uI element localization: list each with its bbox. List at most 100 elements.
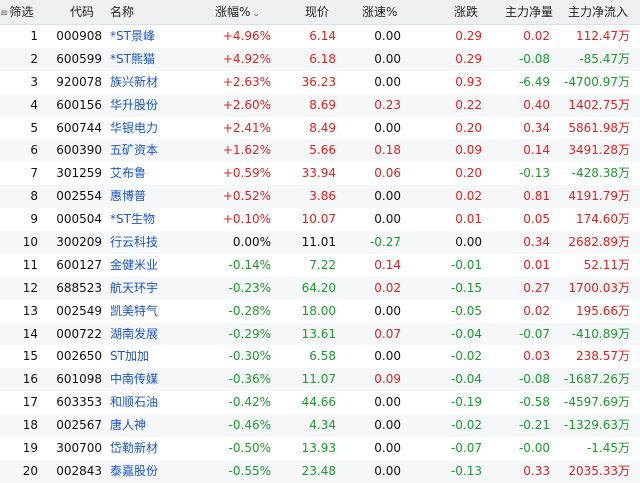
stock-name-link[interactable]: 泰嘉股份	[110, 463, 159, 478]
table-row[interactable]: 3 920078 族兴新材 +2.63% 36.23 0.00 0.93 -6.49 -4700…	[0, 71, 640, 94]
stock-code: 002843	[56, 463, 102, 478]
stock-name-link[interactable]: 中南传媒	[110, 372, 159, 387]
stock-name-link[interactable]: 唐人神	[110, 418, 147, 433]
column-header-name[interactable]: 名称	[110, 5, 135, 19]
main-inflow-value: 2035.33万	[568, 463, 630, 478]
stock-name-link[interactable]: 族兴新材	[110, 74, 159, 89]
table-row[interactable]: 5 600744 华银电力 +2.41% 8.49 0.00 0.20 0.34 5861.98…	[0, 117, 640, 140]
row-index: 3	[30, 74, 38, 89]
table-row[interactable]: 15 002650 ST加加 -0.30% 6.58 0.00 -0.02 0.03 238.5…	[0, 345, 640, 368]
main-inflow-value: -4700.97万	[564, 74, 630, 89]
change-pct-value: +0.52%	[222, 189, 271, 204]
filter-label: 筛选	[9, 5, 34, 19]
table-row[interactable]: 2 600599 *ST熊猫 +4.92% 6.18 0.00 0.29 -0.08 -85.4…	[0, 47, 640, 71]
speed-value: 0.00	[374, 303, 401, 318]
column-header-main-net[interactable]: 主力净量	[505, 5, 554, 19]
change-pct-value: +2.63%	[222, 74, 271, 89]
main-net-value: 0.03	[523, 349, 550, 364]
stock-name-link[interactable]: 行云科技	[110, 235, 159, 250]
stock-code: 600127	[56, 257, 102, 272]
table-row[interactable]: 10 300209 行云科技 0.00% 11.01 -0.27 0.00 0.34 2682.…	[0, 231, 640, 254]
stock-name-link[interactable]: *ST景峰	[110, 29, 155, 43]
change-value: -0.04	[450, 326, 482, 341]
change-pct-value: +0.10%	[222, 212, 271, 227]
column-header-speed[interactable]: 涨速%	[362, 5, 398, 19]
main-net-value: -0.07	[518, 326, 550, 341]
table-row[interactable]: 13 002549 凯美特气 -0.28% 18.00 0.00 -0.05 0.02 195.…	[0, 300, 640, 323]
stock-name-link[interactable]: 华银电力	[110, 120, 159, 135]
table-row[interactable]: 12 688523 航天环宇 -0.23% 64.20 0.02 -0.15 0.27 1700…	[0, 276, 640, 300]
row-index: 6	[30, 143, 38, 158]
stock-code: 600156	[56, 97, 102, 112]
stock-name-link[interactable]: 岱勒新材	[110, 441, 159, 456]
table-row[interactable]: 16 601098 中南传媒 -0.36% 11.07 0.09 -0.04 -0.08 -16…	[0, 368, 640, 392]
change-pct-value: -0.42%	[228, 395, 271, 410]
stock-name-link[interactable]: *ST熊猫	[110, 51, 155, 66]
row-index: 9	[30, 212, 38, 227]
main-net-value: -0.21	[518, 418, 550, 433]
main-inflow-value: 5861.98万	[568, 120, 630, 135]
stock-name-link[interactable]: 金健米业	[110, 257, 159, 272]
stock-code: 301259	[56, 166, 102, 181]
column-header-change[interactable]: 涨跌	[454, 5, 479, 19]
speed-value: 0.00	[374, 120, 401, 135]
price-value: 10.07	[301, 212, 336, 227]
table-row[interactable]: 19 300700 岱勒新材 -0.50% 13.93 0.00 -0.07 -0.00 -1.…	[0, 437, 640, 460]
stock-code: 000722	[56, 326, 102, 341]
change-pct-value: -0.14%	[228, 257, 271, 272]
stock-name-link[interactable]: 航天环宇	[110, 280, 159, 295]
table-row[interactable]: 1 000908 *ST景峰 +4.96% 6.14 0.00 0.29 0.02 112.47…	[0, 25, 640, 48]
table-row[interactable]: 6 600390 五矿资本 +1.62% 5.66 0.18 0.09 0.14 3491.28…	[0, 139, 640, 163]
column-header-change-pct[interactable]: 涨幅% ⌄	[215, 0, 265, 24]
table-row[interactable]: 7 301259 艾布鲁 +0.59% 33.94 0.06 0.20 -0.13 -428.3…	[0, 162, 640, 185]
stock-name-link[interactable]: 和顺石油	[110, 395, 159, 410]
change-pct-value: 0.00%	[232, 235, 271, 250]
change-pct-value: -0.50%	[228, 441, 271, 456]
main-net-value: -0.58	[518, 395, 550, 410]
column-header-price[interactable]: 现价	[305, 5, 330, 19]
stock-code: 600390	[56, 143, 102, 158]
table-row[interactable]: 11 600127 金健米业 -0.14% 7.22 0.14 -0.01 0.01 52.11…	[0, 254, 640, 277]
speed-value: 0.18	[374, 143, 401, 158]
table-row[interactable]: 18 002567 唐人神 -0.46% 4.34 0.00 -0.02 -0.21 -1329…	[0, 414, 640, 438]
stock-name-link[interactable]: *ST生物	[110, 212, 155, 227]
change-value: 0.29	[455, 29, 482, 43]
change-pct-value: -0.36%	[228, 372, 271, 387]
stock-name-link[interactable]: 凯美特气	[110, 303, 159, 318]
speed-value: 0.00	[374, 441, 401, 456]
main-inflow-value: -410.89万	[571, 326, 630, 341]
change-pct-value: -0.55%	[228, 463, 271, 478]
change-pct-value: +2.60%	[222, 97, 271, 112]
change-pct-value: +1.62%	[222, 143, 271, 158]
column-header-main-inflow[interactable]: 主力净流入	[568, 5, 629, 19]
row-index: 5	[30, 120, 38, 135]
table-row[interactable]: 14 000722 湖南发展 -0.29% 13.61 0.07 -0.04 -0.07 -41…	[0, 322, 640, 346]
price-value: 44.66	[301, 395, 336, 410]
stock-name-link[interactable]: 湖南发展	[110, 326, 159, 341]
stock-name-link[interactable]: 五矿资本	[110, 143, 159, 158]
column-header-code[interactable]: 代码	[70, 5, 95, 19]
table-row[interactable]: 8 002554 惠博普 +0.52% 3.86 0.00 0.02 0.81 4191.79万	[0, 185, 640, 209]
table-row[interactable]: 20 002843 泰嘉股份 -0.55% 23.48 0.00 -0.13 0.33 2035…	[0, 459, 640, 483]
change-value: -0.05	[450, 303, 482, 318]
price-value: 11.07	[301, 372, 336, 387]
table-header: ≡筛选 代码 名称 涨幅% ⌄ 现价 涨速% 涨跌 主力净量 主力净流入	[0, 0, 640, 25]
stock-name-link[interactable]: 惠博普	[110, 189, 147, 204]
stock-name-link[interactable]: ST加加	[110, 349, 149, 364]
table-row[interactable]: 17 603353 和顺石油 -0.42% 44.66 0.00 -0.19 -0.58 -45…	[0, 391, 640, 414]
row-index: 17	[22, 395, 38, 410]
main-inflow-value: 174.60万	[576, 212, 630, 227]
speed-value: 0.07	[374, 326, 401, 341]
row-index: 7	[30, 166, 38, 181]
row-index: 15	[22, 349, 38, 364]
filter-button[interactable]: ≡筛选	[0, 0, 40, 24]
stock-name-link[interactable]: 艾布鲁	[110, 166, 147, 181]
table-row[interactable]: 4 600156 华升股份 +2.60% 8.69 0.23 0.22 0.40 1402.75…	[0, 93, 640, 117]
price-value: 33.94	[301, 166, 336, 181]
main-inflow-value: -4597.69万	[564, 395, 630, 410]
stock-code: 688523	[56, 280, 102, 295]
main-inflow-value: -85.47万	[579, 51, 630, 66]
stock-name-link[interactable]: 华升股份	[110, 97, 159, 112]
speed-value: 0.23	[374, 97, 401, 112]
table-row[interactable]: 9 000504 *ST生物 +0.10% 10.07 0.00 0.01 0.05 174.6…	[0, 208, 640, 231]
